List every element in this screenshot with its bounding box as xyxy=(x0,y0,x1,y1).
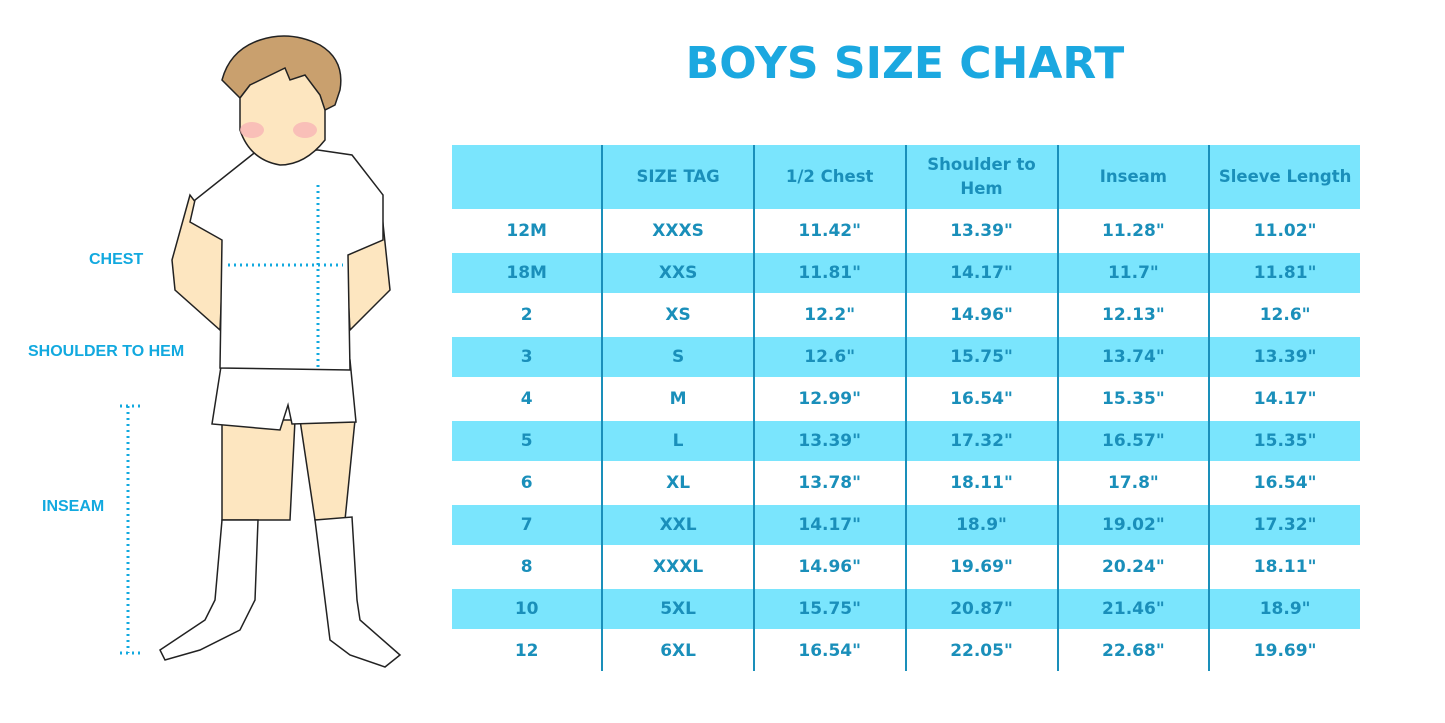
table-cell: 15.75" xyxy=(752,587,906,630)
table-cell: 19.69" xyxy=(904,545,1058,588)
shoulder-to-hem-label: SHOULDER TO HEM xyxy=(28,343,185,360)
table-cell: 12.13" xyxy=(1056,293,1210,336)
table-cell: 13.78" xyxy=(752,461,906,504)
table-cell: XXXL xyxy=(601,545,754,588)
boy-measurement-illustration xyxy=(120,35,402,668)
table-cell: 11.81" xyxy=(1208,251,1360,294)
table-cell: 14.17" xyxy=(752,503,906,546)
table-cell: 3 xyxy=(452,335,603,378)
table-cell: 7 xyxy=(452,503,603,546)
table-cell: XXXS xyxy=(601,209,754,252)
table-cell: 11.42" xyxy=(752,209,906,252)
table-row: 4 M 12.99" 16.54" 15.35" 14.17" xyxy=(452,377,1360,420)
table-cell: 6XL xyxy=(601,629,754,671)
table-cell: 13.74" xyxy=(1056,335,1210,378)
table-cell: 18M xyxy=(452,251,603,294)
right-sock xyxy=(314,516,402,668)
table-cell: 14.17" xyxy=(1208,377,1360,420)
table-cell: 15.35" xyxy=(1208,419,1360,462)
table-cell: 10 xyxy=(452,587,603,630)
table-row: 12M XXXS 11.42" 13.39" 11.28" 11.02" xyxy=(452,209,1360,252)
right-leg xyxy=(299,419,356,521)
table-cell: 21.46" xyxy=(1056,587,1210,630)
table-cell: 19.02" xyxy=(1056,503,1210,546)
table-cell: 15.35" xyxy=(1056,377,1210,420)
table-row: 5 L 13.39" 17.32" 16.57" 15.35" xyxy=(452,419,1360,462)
table-cell: 17.8" xyxy=(1056,461,1210,504)
shirt xyxy=(189,149,384,371)
table-cell: 4 xyxy=(452,377,603,420)
table-row: 18M XXS 11.81" 14.17" 11.7" 11.81" xyxy=(452,251,1360,294)
table-cell: 16.54" xyxy=(752,629,906,671)
table-cell: 8 xyxy=(452,545,603,588)
table-cell: 13.39" xyxy=(1208,335,1360,378)
table-cell: 18.9" xyxy=(1208,587,1360,630)
table-cell: 20.24" xyxy=(1056,545,1210,588)
column-header xyxy=(452,145,603,210)
table-cell: 12.6" xyxy=(1208,293,1360,336)
table-cell: 16.57" xyxy=(1056,419,1210,462)
table-cell: 16.54" xyxy=(904,377,1058,420)
table-cell: 12M xyxy=(452,209,603,252)
column-header: Sleeve Length xyxy=(1208,145,1360,210)
size-table: SIZE TAG 1/2 Chest Shoulder to Hem Insea… xyxy=(452,145,1360,671)
table-cell: 20.87" xyxy=(904,587,1058,630)
column-header: Shoulder to Hem xyxy=(904,145,1058,210)
table-cell: 17.32" xyxy=(1208,503,1360,546)
left-sock xyxy=(159,519,259,661)
table-row: 8 XXXL 14.96" 19.69" 20.24" 18.11" xyxy=(452,545,1360,588)
table-cell: 5XL xyxy=(601,587,754,630)
table-cell: 11.28" xyxy=(1056,209,1210,252)
table-cell: 12.6" xyxy=(752,335,906,378)
table-row: 3 S 12.6" 15.75" 13.74" 13.39" xyxy=(452,335,1360,378)
table-row: 6 XL 13.78" 18.11" 17.8" 16.54" xyxy=(452,461,1360,504)
column-header: 1/2 Chest xyxy=(752,145,906,210)
inseam-label: INSEAM xyxy=(42,498,105,515)
table-cell: 11.81" xyxy=(752,251,906,294)
table-cell: 12 xyxy=(452,629,603,671)
table-cell: 17.32" xyxy=(904,419,1058,462)
table-cell: M xyxy=(601,377,754,420)
table-cell: 14.96" xyxy=(752,545,906,588)
table-cell: XXS xyxy=(601,251,754,294)
column-header: SIZE TAG xyxy=(601,145,754,210)
table-header-row: SIZE TAG 1/2 Chest Shoulder to Hem Insea… xyxy=(452,145,1360,210)
table-cell: 19.69" xyxy=(1208,629,1360,671)
table-cell: 6 xyxy=(452,461,603,504)
table-cell: L xyxy=(601,419,754,462)
table-cell: 22.68" xyxy=(1056,629,1210,671)
table-cell: 12.99" xyxy=(752,377,906,420)
table-cell: 15.75" xyxy=(904,335,1058,378)
left-leg xyxy=(221,419,296,521)
chest-label: CHEST xyxy=(89,251,144,268)
table-cell: 2 xyxy=(452,293,603,336)
column-header: Inseam xyxy=(1056,145,1210,210)
table-cell: 11.7" xyxy=(1056,251,1210,294)
table-cell: 18.11" xyxy=(904,461,1058,504)
table-cell: 12.2" xyxy=(752,293,906,336)
face xyxy=(239,66,326,166)
table-cell: 14.17" xyxy=(904,251,1058,294)
table-row: 10 5XL 15.75" 20.87" 21.46" 18.9" xyxy=(452,587,1360,630)
table-cell: 18.9" xyxy=(904,503,1058,546)
table-cell: 14.96" xyxy=(904,293,1058,336)
page-title: BOYS SIZE CHART xyxy=(685,38,1125,89)
table-cell: XS xyxy=(601,293,754,336)
table-cell: 22.05" xyxy=(904,629,1058,671)
table-cell: XL xyxy=(601,461,754,504)
table-cell: 13.39" xyxy=(752,419,906,462)
table-cell: 11.02" xyxy=(1208,209,1360,252)
table-row: 12 6XL 16.54" 22.05" 22.68" 19.69" xyxy=(452,629,1360,671)
table-cell: S xyxy=(601,335,754,378)
table-cell: 16.54" xyxy=(1208,461,1360,504)
shorts xyxy=(211,359,357,431)
table-cell: 13.39" xyxy=(904,209,1058,252)
table-row: 7 XXL 14.17" 18.9" 19.02" 17.32" xyxy=(452,503,1360,546)
table-cell: 18.11" xyxy=(1208,545,1360,588)
table-cell: XXL xyxy=(601,503,754,546)
table-row: 2 XS 12.2" 14.96" 12.13" 12.6" xyxy=(452,293,1360,336)
table-cell: 5 xyxy=(452,419,603,462)
